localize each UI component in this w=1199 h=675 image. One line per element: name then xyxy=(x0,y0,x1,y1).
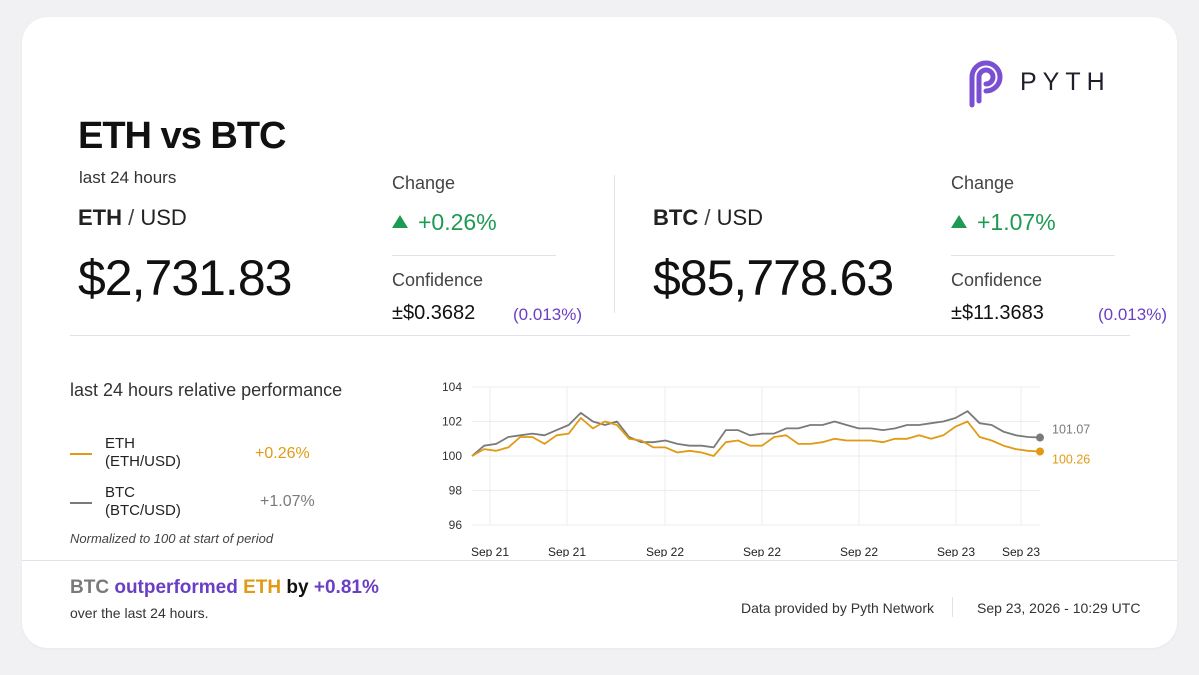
x-tick-label: Sep 21 xyxy=(548,545,586,557)
summary-diff: +0.81% xyxy=(313,577,379,598)
performance-title: last 24 hours relative performance xyxy=(70,380,343,400)
brand-name: PYTH xyxy=(1020,68,1111,96)
page-subtitle: last 24 hours xyxy=(79,168,177,187)
up-triangle-icon xyxy=(951,215,967,228)
page-title: ETH vs BTC xyxy=(78,115,286,157)
eth-legend-name: ETH xyxy=(105,435,135,452)
y-tick-label: 100 xyxy=(442,449,462,463)
btc-change: +1.07% xyxy=(951,209,1056,236)
btc-legend-value: +1.07% xyxy=(260,493,315,510)
footer-divider xyxy=(22,560,1177,561)
y-tick-label: 96 xyxy=(449,518,463,532)
outperformance-summary: BTC outperformed ETH by +0.81% xyxy=(70,577,379,599)
btc-legend-label: BTC (BTC/USD) xyxy=(105,484,181,520)
btc-legend-pair: (BTC/USD) xyxy=(105,502,181,519)
timestamp: Sep 23, 2026 - 10:29 UTC xyxy=(977,600,1141,616)
eth-legend-swatch xyxy=(70,453,92,455)
eth-legend-label: ETH (ETH/USD) xyxy=(105,435,181,471)
eth-base: ETH xyxy=(78,205,122,230)
eth-legend-value: +0.26% xyxy=(255,445,310,462)
divider xyxy=(392,255,556,256)
eth-pair: ETH / USD xyxy=(78,205,187,231)
summary-verb: outperformed xyxy=(114,577,238,598)
series-line-eth xyxy=(471,417,1041,457)
y-tick-label: 104 xyxy=(442,380,462,394)
series-line-btc xyxy=(471,410,1041,457)
eth-confidence-label: Confidence xyxy=(392,270,484,290)
x-tick-label: Sep 21 xyxy=(471,545,509,557)
y-tick-label: 102 xyxy=(442,415,462,429)
btc-confidence-pct: (0.013%) xyxy=(1098,305,1167,324)
eth-quote: USD xyxy=(140,205,187,230)
pyth-logo-icon xyxy=(969,60,1003,108)
eth-confidence-pct: (0.013%) xyxy=(513,305,582,324)
btc-base: BTC xyxy=(653,205,699,230)
eth-change: +0.26% xyxy=(392,209,497,236)
btc-change-value: +1.07% xyxy=(977,209,1056,235)
up-triangle-icon xyxy=(392,215,408,228)
normalization-note: Normalized to 100 at start of period xyxy=(70,531,274,546)
summary-winner: BTC xyxy=(70,577,110,598)
y-tick-label: 98 xyxy=(449,484,463,498)
eth-change-value: +0.26% xyxy=(418,209,497,235)
eth-change-label: Change xyxy=(392,173,456,193)
section-divider xyxy=(70,335,1130,336)
data-source: Data provided by Pyth Network xyxy=(741,600,934,616)
btc-legend-name: BTC xyxy=(105,484,135,501)
summary-by: by xyxy=(286,577,309,598)
series-end-label-btc: 101.07 xyxy=(1052,423,1090,437)
btc-confidence-label: Confidence xyxy=(951,270,1043,290)
btc-pair: BTC / USD xyxy=(653,205,763,231)
series-endpoint-btc xyxy=(1036,433,1044,442)
eth-confidence: ±$0.3682 xyxy=(392,302,476,324)
btc-price: $85,778.63 xyxy=(653,250,894,306)
eth-price: $2,731.83 xyxy=(78,250,292,306)
summary-loser: ETH xyxy=(243,577,282,598)
summary-period: over the last 24 hours. xyxy=(70,605,209,621)
btc-confidence: ±$11.3683 xyxy=(951,302,1044,324)
summary-card: PYTH ETH vs BTC last 24 hours ETH / USD … xyxy=(22,17,1177,648)
eth-legend-pair: (ETH/USD) xyxy=(105,453,181,470)
eth-slash: / xyxy=(128,205,135,230)
btc-change-label: Change xyxy=(951,173,1015,193)
btc-slash: / xyxy=(704,205,711,230)
btc-quote: USD xyxy=(716,205,764,230)
series-end-label-eth: 100.26 xyxy=(1052,453,1090,467)
series-endpoint-eth xyxy=(1036,447,1044,456)
pyth-logo: PYTH xyxy=(962,55,1132,111)
divider xyxy=(951,255,1115,256)
btc-legend-swatch xyxy=(70,502,92,504)
x-tick-label: Sep 22 xyxy=(743,545,781,557)
x-tick-label: Sep 23 xyxy=(1002,545,1040,557)
column-divider xyxy=(614,175,615,313)
x-tick-label: Sep 22 xyxy=(840,545,878,557)
x-tick-label: Sep 23 xyxy=(937,545,975,557)
relative-performance-chart: 104 102 100 98 96 Sep 21 Sep 21 Sep 22 Sep 22 Sep… xyxy=(442,380,1090,557)
x-tick-label: Sep 22 xyxy=(646,545,684,557)
footer-separator xyxy=(952,597,953,617)
